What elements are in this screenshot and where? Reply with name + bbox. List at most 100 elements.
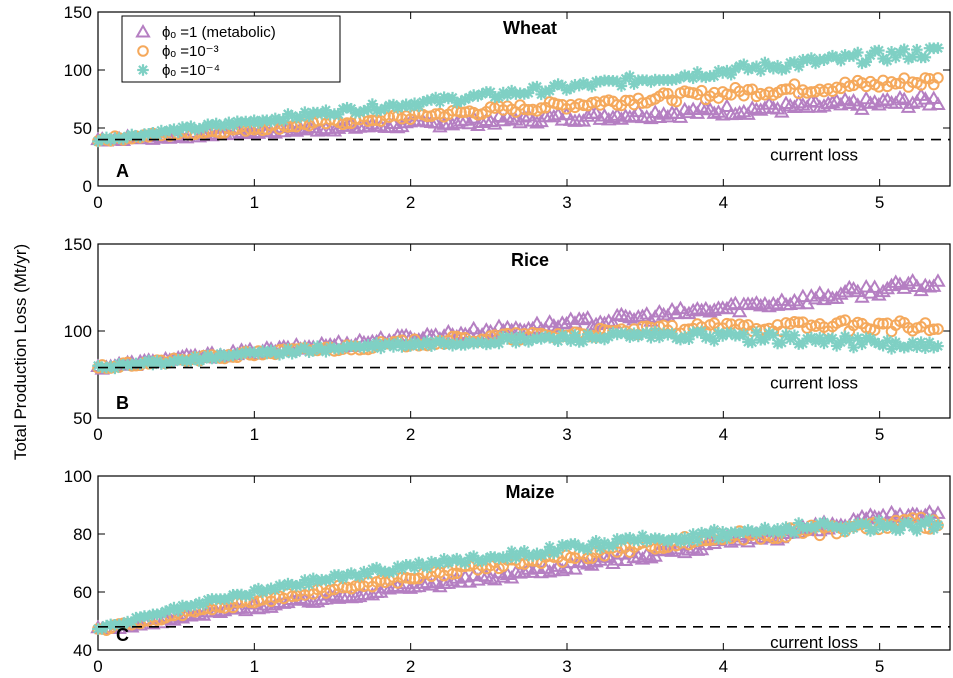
data-point	[919, 51, 932, 64]
data-point	[546, 108, 562, 123]
data-point	[569, 329, 581, 341]
data-point	[408, 572, 421, 585]
data-point	[919, 72, 932, 84]
data-point	[826, 332, 839, 345]
legend-marker	[137, 45, 149, 57]
data-point	[238, 602, 254, 617]
data-point	[721, 88, 733, 101]
data-point	[592, 111, 609, 125]
y-tick-label: 0	[83, 177, 92, 196]
data-point	[744, 296, 760, 311]
data-point	[788, 527, 801, 539]
x-tick-label: 0	[93, 193, 102, 212]
data-point	[752, 297, 769, 312]
data-point	[917, 91, 934, 105]
current-loss-label: current loss	[770, 633, 858, 652]
data-point	[923, 513, 936, 526]
data-point	[926, 90, 942, 104]
data-point	[759, 333, 771, 346]
data-point	[932, 42, 944, 54]
data-point	[740, 533, 756, 548]
legend-label: ϕₒ =10⁻⁴	[162, 62, 220, 79]
panel-title: Rice	[511, 250, 549, 270]
data-point	[932, 340, 944, 352]
data-point	[657, 87, 670, 99]
data-point	[461, 574, 478, 588]
data-point	[444, 572, 461, 587]
data-point	[554, 562, 571, 577]
data-point	[525, 564, 541, 578]
data-point	[495, 112, 511, 127]
data-point	[577, 335, 590, 348]
data-point	[531, 80, 543, 93]
data-point	[871, 287, 887, 301]
data-point	[757, 100, 773, 114]
data-point	[605, 555, 621, 569]
data-point	[719, 98, 735, 113]
data-point	[632, 330, 645, 343]
data-point	[381, 119, 397, 133]
data-point	[516, 564, 533, 578]
legend-marker	[137, 64, 149, 76]
data-point	[242, 123, 258, 137]
data-point	[681, 104, 697, 119]
data-point	[851, 46, 864, 59]
x-tick-label: 1	[250, 657, 259, 676]
data-point	[746, 336, 759, 349]
data-point	[267, 596, 284, 611]
data-point	[683, 333, 695, 345]
data-point	[535, 102, 547, 114]
data-point	[898, 43, 910, 56]
data-point	[651, 109, 668, 123]
x-tick-label: 3	[562, 657, 571, 676]
x-tick-label: 1	[250, 425, 259, 444]
data-point	[643, 549, 659, 564]
y-tick-label: 80	[73, 525, 92, 544]
plot-frame	[97, 11, 951, 187]
data-point	[324, 584, 336, 596]
panel-letter: B	[116, 393, 129, 413]
legend-marker	[135, 23, 151, 38]
x-tick-label: 1	[250, 193, 259, 212]
data-point	[601, 549, 617, 563]
data-point	[851, 332, 864, 344]
data-point	[833, 286, 849, 300]
data-point	[841, 95, 858, 109]
data-point	[900, 275, 917, 290]
data-point	[235, 348, 248, 361]
x-tick-label: 4	[719, 193, 728, 212]
data-point	[879, 280, 896, 295]
y-tick-label: 100	[64, 322, 92, 341]
x-tick-label: 2	[406, 425, 415, 444]
data-point	[761, 298, 777, 313]
x-tick-label: 3	[562, 193, 571, 212]
data-point	[927, 323, 940, 336]
x-tick-label: 2	[406, 657, 415, 676]
data-point	[835, 54, 847, 67]
data-point	[930, 96, 946, 110]
data-point	[896, 91, 912, 106]
data-point	[706, 105, 722, 119]
data-point	[780, 62, 792, 75]
data-point	[465, 320, 482, 335]
data-point	[839, 314, 851, 326]
data-point	[782, 296, 798, 311]
data-point	[638, 306, 655, 320]
data-point	[792, 316, 805, 329]
data-point	[351, 588, 368, 603]
data-point	[824, 94, 841, 109]
data-point	[693, 302, 710, 317]
data-point	[856, 338, 868, 351]
data-point	[769, 531, 786, 546]
data-point	[858, 279, 874, 293]
data-point	[788, 329, 801, 342]
x-tick-label: 2	[406, 193, 415, 212]
series-3	[92, 513, 944, 635]
y-tick-label: 50	[73, 119, 92, 138]
x-tick-label: 0	[93, 657, 102, 676]
data-point	[904, 95, 921, 109]
data-point	[775, 83, 788, 96]
data-point	[588, 105, 604, 119]
